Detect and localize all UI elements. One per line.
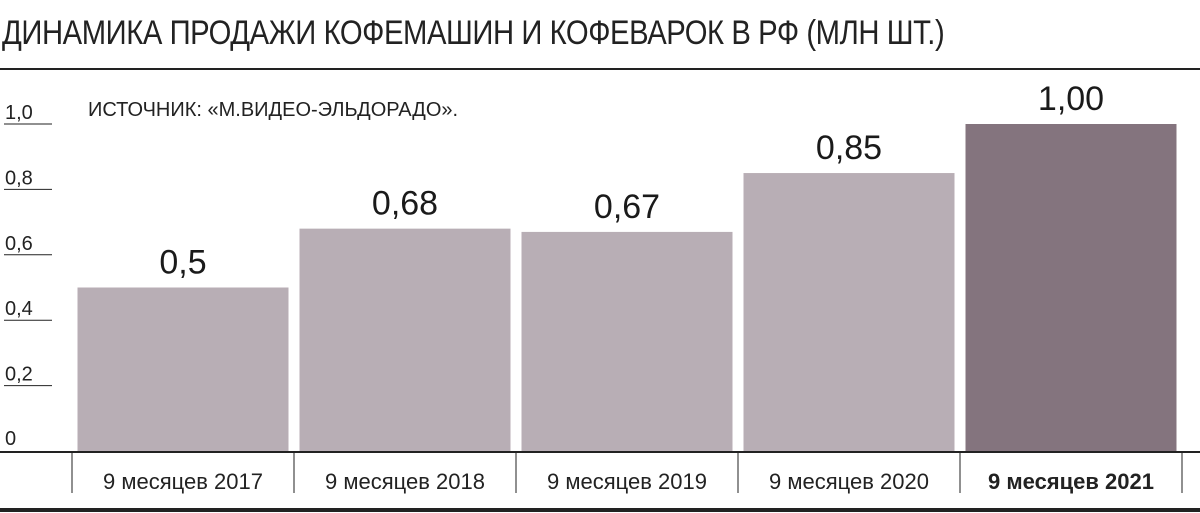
title-divider [0,68,1200,70]
x-tick-label-3: 9 месяцев 2019 [547,469,707,494]
y-tick-label: 0 [5,428,16,450]
chart-title: ДИНАМИКА ПРОДАЖИ КОФЕМАШИН И КОФЕВАРОК В… [2,14,945,52]
source-annotation: ИСТОЧНИК: «М.ВИДЕО-ЭЛЬДОРАДО». [88,99,458,121]
x-tick-label-2: 9 месяцев 2018 [325,469,485,494]
x-tick-label-4: 9 месяцев 2020 [769,469,929,494]
value-label-5: 1,00 [1038,80,1104,118]
value-label-3: 0,67 [594,188,660,226]
x-tick-label-5: 9 месяцев 2021 [988,469,1154,494]
value-label-4: 0,85 [816,129,882,167]
value-label-1: 0,5 [159,244,206,282]
y-tick-label: 0,8 [5,167,33,189]
y-tick-label: 0,4 [5,298,33,320]
y-axis: 0 0,2 0,4 0,6 0,8 1,0 [4,102,52,450]
y-tick-label: 0,2 [5,364,33,386]
bar-4 [743,173,955,452]
y-tick-label: 0,6 [5,233,33,255]
bar-1 [77,287,289,451]
x-axis: 9 месяцев 2017 9 месяцев 2018 9 месяцев 20… [0,451,1200,494]
bar-5 [965,124,1177,451]
bar-3 [521,231,733,451]
value-label-2: 0,68 [372,185,438,223]
bar-2 [299,228,511,451]
y-tick-label: 1,0 [5,102,33,124]
bottom-divider [0,508,1200,512]
bars: 0,5 0,68 0,67 0,85 1,00 [77,80,1177,452]
x-tick-label-1: 9 месяцев 2017 [103,469,263,494]
